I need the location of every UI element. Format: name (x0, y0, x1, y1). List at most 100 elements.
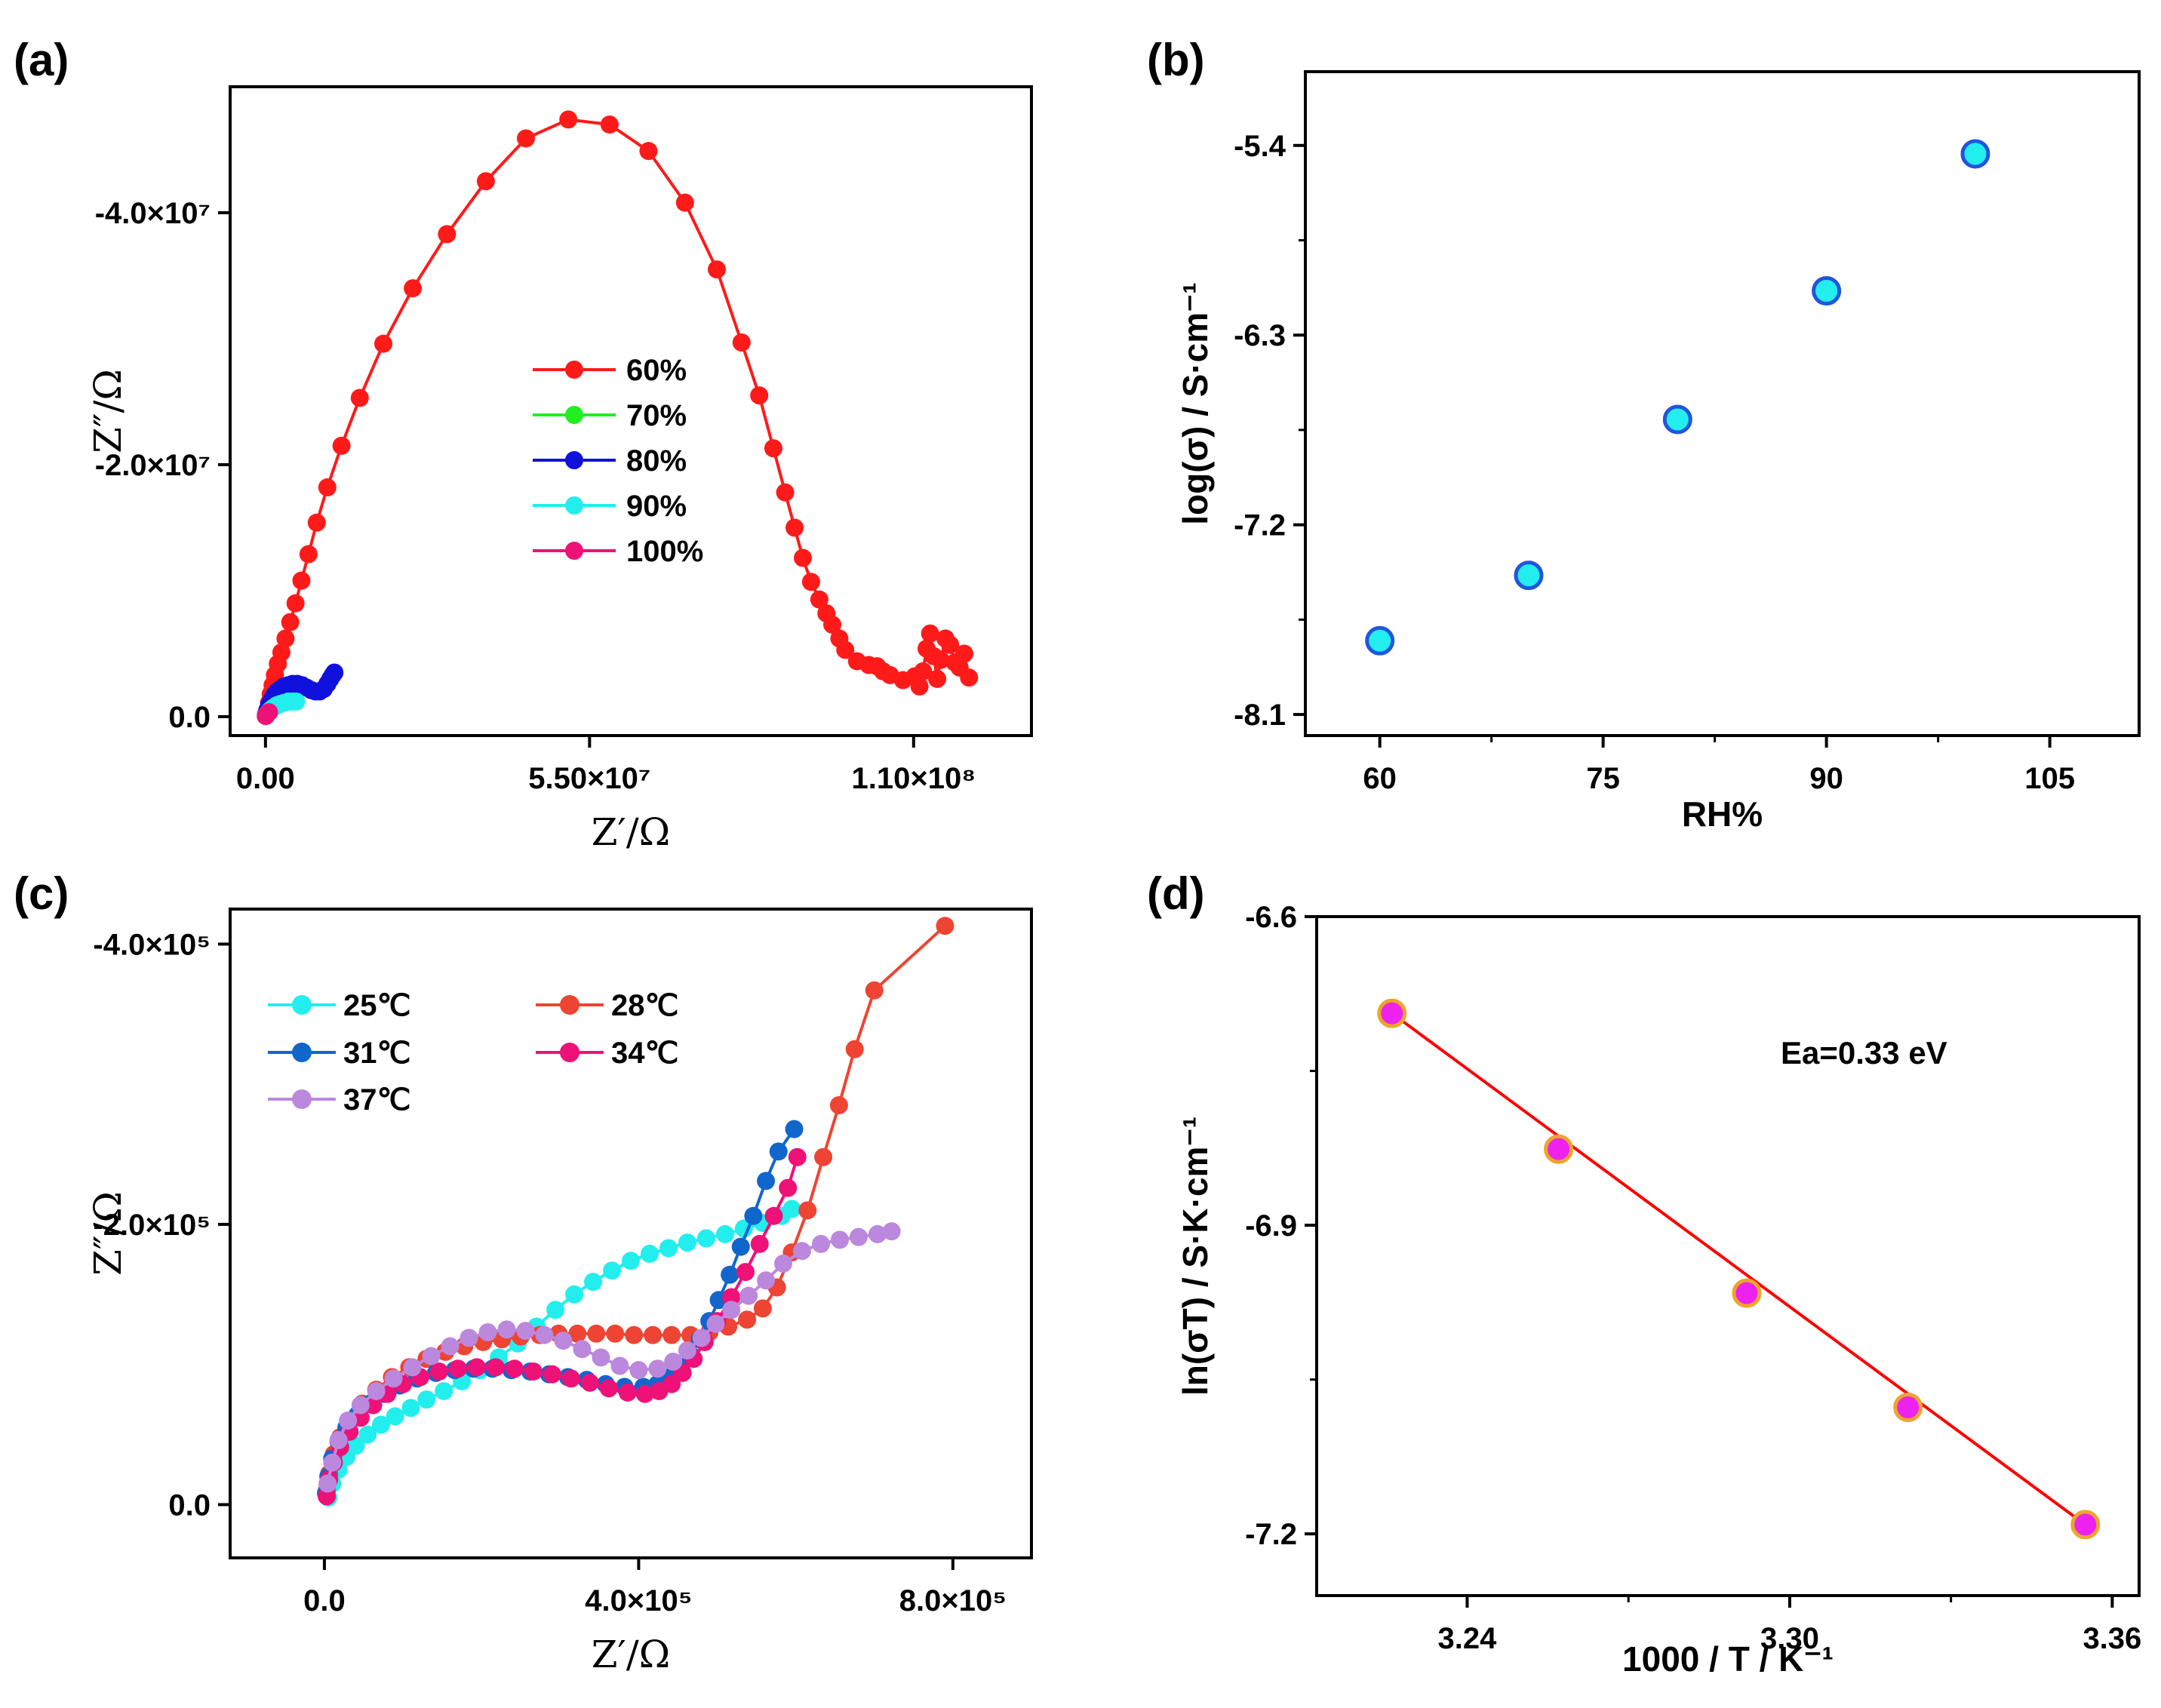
series-100% (257, 703, 278, 726)
data-point (460, 1329, 478, 1347)
data-point (592, 1348, 610, 1367)
x-tick-label: 60 (1363, 762, 1397, 795)
data-point (722, 1301, 741, 1319)
y-tick-label: -6.9 (1245, 1209, 1297, 1243)
y-tick-label: -5.4 (1234, 130, 1286, 163)
data-point (738, 1310, 757, 1329)
x-tick-label: 0.0 (303, 1584, 346, 1617)
panel-d: (d) 3.24 3.30 3.36 -6.6 -6.9 -7.2 1000 / T / K⁻… (1147, 868, 2141, 1679)
data-point (776, 483, 795, 502)
data-point (662, 1375, 681, 1393)
data-point (1365, 625, 1395, 656)
data-point (367, 1381, 386, 1400)
data-point (773, 1254, 792, 1273)
x-tick-label: 5.50×10⁷ (528, 762, 650, 795)
y-axis-label: Z″/Ω (86, 1191, 130, 1276)
data-point (364, 1396, 383, 1415)
data-point (868, 1224, 887, 1243)
data-point (910, 677, 929, 696)
data-point (801, 573, 820, 591)
data-point (417, 1390, 436, 1409)
y-tick-label: -4.0×10⁷ (95, 197, 211, 230)
data-point (358, 1425, 377, 1444)
x-axis-label: Z′/Ω (592, 1633, 670, 1676)
x-tick-label: 1.10×10⁸ (852, 762, 976, 795)
data-point (587, 1324, 606, 1343)
plot-frame (229, 908, 1033, 1559)
series-37℃ (318, 1222, 901, 1493)
x-tick-label: 0.00 (236, 762, 295, 795)
legend-marker (565, 361, 583, 379)
data-point (318, 1474, 337, 1493)
data-point (272, 643, 290, 662)
data-point (339, 1411, 358, 1430)
data-point (785, 518, 804, 537)
data-point (635, 1384, 654, 1403)
data-point (1812, 276, 1842, 306)
data-point (696, 1229, 715, 1248)
data-point (788, 1147, 807, 1166)
legend-marker (565, 542, 583, 560)
data-point (622, 1252, 640, 1270)
data-point (625, 1326, 644, 1344)
series-line (327, 1207, 793, 1498)
legend-marker (560, 995, 579, 1015)
data-point (744, 1206, 763, 1225)
data-point (516, 1322, 535, 1341)
data-point (610, 1356, 629, 1375)
y-tick-label: -2.0×10⁵ (93, 1209, 211, 1242)
plot-frame (229, 85, 1033, 737)
data-point (351, 1396, 370, 1415)
data-point (281, 613, 300, 631)
data-point (675, 193, 694, 212)
data-point (731, 1237, 750, 1256)
panel-label: (b) (1147, 35, 1205, 85)
legend-marker (565, 496, 583, 515)
data-point (505, 1359, 524, 1378)
data-point (286, 594, 305, 613)
data-point (823, 616, 842, 634)
legend-marker (565, 406, 583, 424)
data-point (678, 1341, 696, 1360)
data-point (486, 1358, 505, 1377)
x-axis-label: Z′/Ω (592, 810, 670, 854)
data-point (422, 1347, 441, 1365)
data-point (810, 590, 828, 609)
data-point (757, 1271, 776, 1290)
data-point (914, 662, 933, 680)
data-point (580, 1373, 599, 1392)
panel-label: (c) (14, 868, 69, 919)
data-point (829, 1096, 848, 1115)
data-point (584, 1273, 603, 1292)
data-point (554, 1332, 573, 1350)
data-point (845, 1040, 864, 1058)
data-point (849, 1227, 868, 1246)
data-point (329, 1430, 348, 1449)
data-point (750, 386, 769, 405)
legend-marker (292, 1089, 312, 1109)
data-point (429, 1362, 448, 1381)
data-point (438, 225, 456, 244)
data-point (715, 1224, 734, 1243)
x-axis-label: 1000 / T / K⁻¹ (1622, 1639, 1834, 1679)
data-point (448, 1359, 467, 1378)
legend-marker (292, 1043, 312, 1062)
data-point (517, 129, 536, 148)
y-tick-label: -6.3 (1234, 319, 1286, 352)
data-point (323, 1453, 342, 1472)
data-point (722, 1288, 741, 1307)
data-point (606, 1324, 625, 1343)
data-point (836, 640, 855, 659)
data-point (779, 1178, 798, 1197)
data-point (678, 1233, 696, 1252)
data-point (403, 1358, 422, 1377)
data-point (769, 1142, 788, 1161)
x-tick-label: 4.0×10⁵ (585, 1584, 692, 1617)
data-point (307, 513, 326, 532)
legend-label: 60% (626, 354, 687, 387)
data-point (732, 333, 751, 352)
x-tick-label: 3.36 (2083, 1622, 2141, 1655)
legend-marker (292, 995, 312, 1015)
fit-line (1391, 1012, 2092, 1530)
